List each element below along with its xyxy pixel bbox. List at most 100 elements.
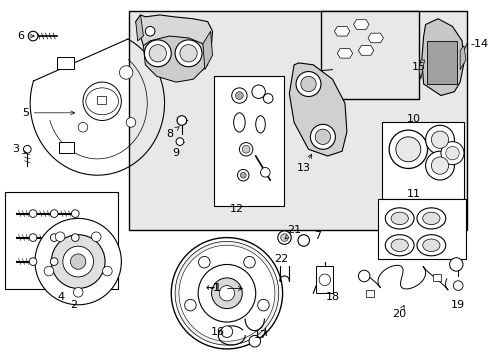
Polygon shape [459, 46, 465, 69]
Circle shape [73, 288, 83, 297]
Circle shape [44, 266, 54, 276]
Bar [214, 76, 283, 206]
Ellipse shape [385, 208, 413, 229]
Ellipse shape [86, 88, 118, 115]
Polygon shape [136, 15, 212, 75]
Text: 7: 7 [314, 231, 321, 241]
Circle shape [242, 145, 249, 153]
Text: 12: 12 [229, 204, 243, 214]
Circle shape [211, 278, 242, 309]
Circle shape [149, 45, 166, 62]
Circle shape [243, 256, 255, 268]
Bar [59, 141, 74, 153]
Circle shape [62, 246, 93, 277]
Circle shape [430, 157, 447, 174]
Bar [316, 266, 333, 293]
Circle shape [28, 31, 38, 41]
Circle shape [29, 258, 37, 265]
Circle shape [425, 151, 453, 180]
Circle shape [78, 122, 87, 132]
Circle shape [71, 258, 79, 265]
Circle shape [239, 143, 252, 156]
Circle shape [280, 234, 288, 242]
Circle shape [70, 254, 86, 269]
Circle shape [277, 231, 291, 244]
Circle shape [29, 210, 37, 217]
Circle shape [240, 172, 245, 178]
Ellipse shape [390, 239, 407, 252]
Circle shape [51, 235, 105, 288]
Polygon shape [358, 46, 373, 55]
Circle shape [23, 145, 31, 153]
Circle shape [395, 137, 420, 162]
Ellipse shape [416, 235, 445, 256]
Ellipse shape [422, 239, 439, 252]
Circle shape [260, 167, 269, 177]
Text: 9: 9 [172, 148, 179, 158]
Text: 6: 6 [17, 31, 34, 41]
Circle shape [257, 300, 269, 311]
Circle shape [119, 66, 133, 79]
Circle shape [50, 210, 58, 217]
Circle shape [448, 258, 462, 271]
Text: 13: 13 [296, 154, 311, 174]
Circle shape [315, 129, 330, 144]
Circle shape [175, 242, 278, 345]
Text: 10: 10 [406, 113, 420, 123]
Text: 18: 18 [325, 292, 339, 302]
Circle shape [235, 92, 243, 99]
Circle shape [176, 138, 183, 145]
Circle shape [251, 85, 265, 98]
Text: 15: 15 [411, 62, 425, 72]
Bar [5, 192, 118, 289]
Polygon shape [334, 26, 349, 36]
Text: ←1: ←1 [205, 283, 242, 293]
Circle shape [144, 40, 171, 67]
Text: 21: 21 [285, 225, 301, 239]
Text: 2: 2 [70, 300, 77, 310]
Polygon shape [366, 291, 373, 297]
Polygon shape [143, 36, 207, 82]
Circle shape [297, 235, 309, 246]
Circle shape [83, 82, 121, 121]
Bar [129, 11, 466, 230]
Circle shape [300, 76, 316, 92]
Bar [97, 95, 106, 104]
Circle shape [440, 141, 463, 165]
Circle shape [358, 270, 369, 282]
Text: 17: 17 [253, 330, 267, 341]
Bar [382, 122, 463, 199]
Circle shape [219, 285, 234, 301]
Text: 3: 3 [12, 144, 26, 154]
Text: -1: -1 [209, 283, 220, 293]
Circle shape [445, 147, 458, 160]
Circle shape [198, 256, 210, 268]
Text: 4: 4 [57, 292, 64, 302]
Bar [57, 57, 74, 69]
Polygon shape [418, 60, 424, 79]
Bar [377, 199, 465, 259]
Circle shape [29, 234, 37, 242]
Circle shape [237, 170, 248, 181]
Ellipse shape [416, 208, 445, 229]
Polygon shape [136, 15, 143, 41]
Circle shape [50, 258, 58, 265]
Circle shape [452, 281, 462, 291]
Circle shape [231, 88, 246, 103]
Polygon shape [203, 31, 212, 69]
Circle shape [425, 125, 453, 154]
Bar [426, 41, 456, 84]
Circle shape [171, 238, 282, 349]
Circle shape [50, 234, 58, 242]
Polygon shape [337, 49, 352, 58]
Circle shape [71, 210, 79, 217]
Polygon shape [421, 19, 463, 95]
Circle shape [145, 26, 155, 36]
Text: 11: 11 [406, 189, 420, 199]
Circle shape [295, 72, 320, 96]
Polygon shape [367, 33, 383, 43]
Ellipse shape [390, 212, 407, 225]
Circle shape [198, 265, 255, 322]
Ellipse shape [255, 116, 265, 133]
Circle shape [430, 131, 447, 148]
